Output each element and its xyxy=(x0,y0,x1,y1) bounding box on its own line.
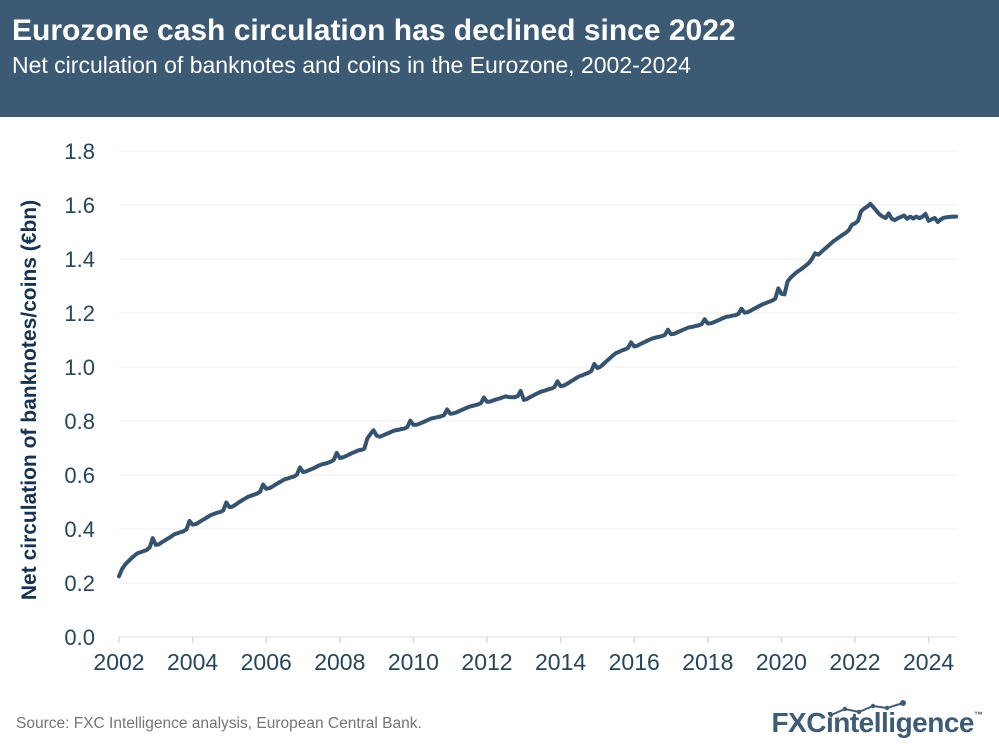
logo-text-fxc: FXC xyxy=(771,707,826,738)
x-tick-label: 2022 xyxy=(829,649,880,675)
fxc-intelligence-logo: FXCintelligence™ xyxy=(771,700,983,738)
y-tick-label: 0.6 xyxy=(64,463,95,488)
chart-footer: Source: FXC Intelligence analysis, Europ… xyxy=(0,677,999,749)
x-tick-label: 2010 xyxy=(388,649,439,675)
y-tick-label: 1.8 xyxy=(64,139,95,164)
y-tick-label: 1.6 xyxy=(64,193,95,218)
chart-subtitle: Net circulation of banknotes and coins i… xyxy=(12,52,691,79)
y-tick-label: 1.2 xyxy=(64,301,95,326)
y-tick-label: 1.4 xyxy=(64,247,95,272)
x-tick-label: 2020 xyxy=(756,649,807,675)
y-tick-label: 0.0 xyxy=(64,625,95,650)
chart-title: Eurozone cash circulation has declined s… xyxy=(12,14,736,47)
y-axis-title: Net circulation of banknotes/coins (€bn) xyxy=(18,200,41,600)
y-tick-label: 0.4 xyxy=(64,517,95,542)
x-tick-label: 2006 xyxy=(241,649,292,675)
x-tick-label: 2024 xyxy=(903,649,954,675)
x-tick-label: 2014 xyxy=(535,649,586,675)
y-tick-label: 0.2 xyxy=(64,571,95,596)
logo-trademark: ™ xyxy=(974,710,983,720)
logo-sparkline-icon xyxy=(829,700,907,718)
x-tick-label: 2016 xyxy=(609,649,660,675)
source-note: Source: FXC Intelligence analysis, Europ… xyxy=(16,715,422,732)
y-tick-label: 1.0 xyxy=(64,355,95,380)
x-tick-label: 2004 xyxy=(167,649,218,675)
logo-text-intelligence: intelligence xyxy=(825,707,975,738)
line-chart: 0.0 0.2 0.4 0.6 0.8 1.0 1.2 1.4 1.6 1.8 2002 2004 20… xyxy=(18,139,959,675)
x-tick-label: 2002 xyxy=(93,649,144,675)
data-series-line xyxy=(117,201,959,579)
chart-header: Eurozone cash circulation has declined s… xyxy=(0,0,999,117)
x-tick-label: 2008 xyxy=(314,649,365,675)
y-tick-label: 0.8 xyxy=(64,409,95,434)
x-tick-label: 2018 xyxy=(682,649,733,675)
x-tick-label: 2012 xyxy=(461,649,512,675)
